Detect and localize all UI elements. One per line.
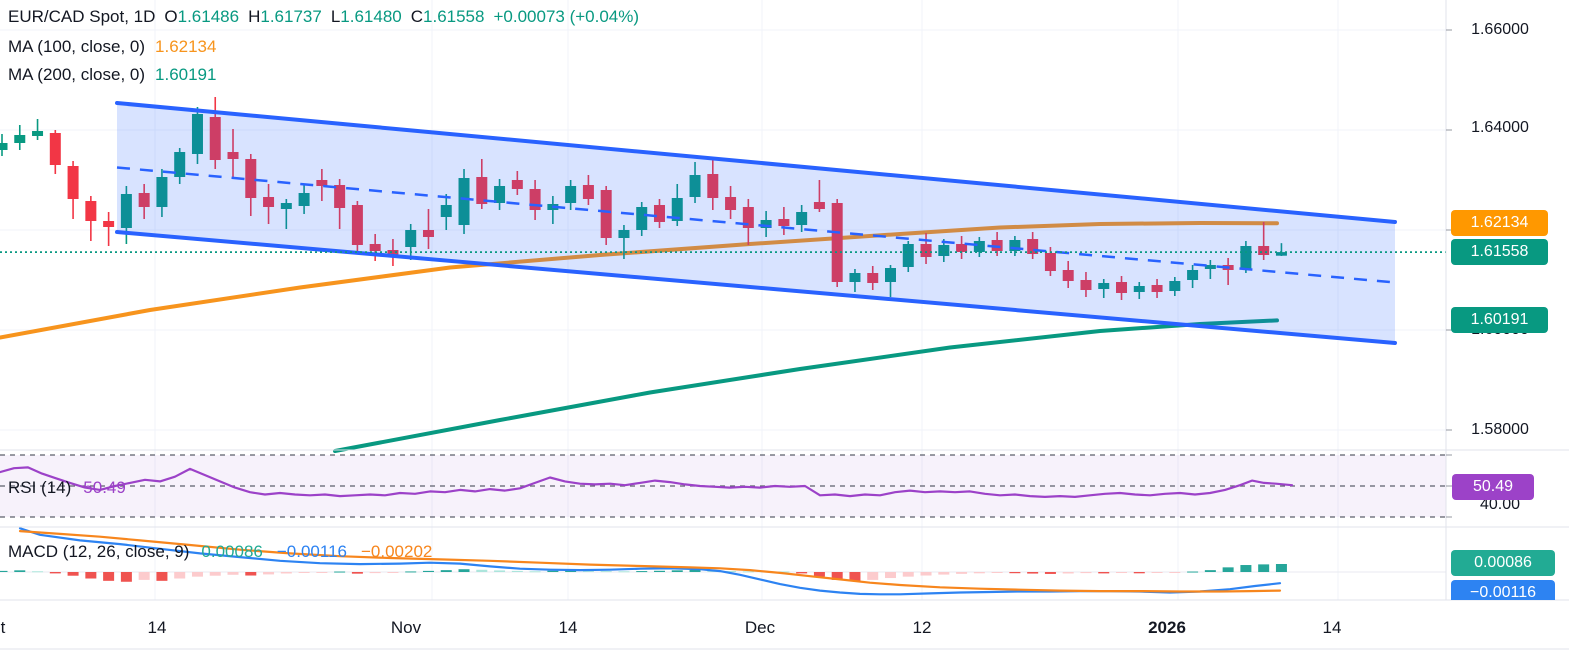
ma200-value: 1.60191 bbox=[155, 65, 217, 84]
symbol-legend[interactable]: EUR/CAD Spot, 1D O1.61486 H1.61737 L1.61480… bbox=[8, 7, 639, 27]
time-axis-label: 14 bbox=[147, 618, 167, 637]
macd-legend[interactable]: MACD (12, 26, close, 9) 0.00086 −0.00116 −0… bbox=[8, 542, 432, 562]
price-axis-label-hidden: 40.00 bbox=[1479, 496, 1521, 513]
rsi-value: 50.49 bbox=[83, 478, 126, 497]
rsi-label: RSI (14) bbox=[8, 478, 72, 497]
ma100-legend[interactable]: MA (100, close, 0) 1.62134 bbox=[8, 37, 216, 57]
macd-line-value: −0.00116 bbox=[276, 542, 347, 561]
macd-signal-value: −0.00202 bbox=[360, 542, 433, 561]
time-axis-label: t bbox=[0, 618, 6, 637]
ohlc-high: H1.61737 bbox=[248, 7, 322, 26]
ma100-label: MA (100, close, 0) bbox=[8, 37, 146, 56]
price-axis-label: 1.64000 bbox=[1471, 119, 1529, 136]
time-axis-label: 14 bbox=[1322, 618, 1342, 637]
time-axis-label: 2026 bbox=[1148, 618, 1186, 637]
badge-ma100: 1.62134 bbox=[1451, 210, 1548, 236]
badge-last-price: 1.61558 bbox=[1451, 239, 1548, 265]
badge-macd-line: −0.00116 bbox=[1451, 580, 1555, 600]
ohlc-low: L1.61480 bbox=[330, 7, 402, 26]
badge-clip: −0.00116 bbox=[1451, 580, 1555, 600]
ohlc-close: C1.61558 bbox=[410, 7, 485, 26]
ohlc-open: O1.61486 bbox=[164, 7, 240, 26]
badge-ma200: 1.60191 bbox=[1451, 307, 1548, 333]
price-axis-label: 1.66000 bbox=[1471, 21, 1529, 38]
macd-label: MACD (12, 26, close, 9) bbox=[8, 542, 190, 561]
badge-rsi: 50.49 bbox=[1452, 474, 1534, 500]
badge-macd-hist: 0.00086 bbox=[1451, 550, 1555, 576]
time-axis-label: Dec bbox=[744, 618, 776, 637]
change-value: +0.00073 (+0.04%) bbox=[493, 7, 640, 26]
rsi-legend[interactable]: RSI (14) 50.49 bbox=[8, 478, 126, 498]
time-axis-label: 12 bbox=[912, 618, 932, 637]
macd-hist-value: 0.00086 bbox=[201, 542, 263, 561]
time-axis-label: 14 bbox=[558, 618, 578, 637]
ma200-label: MA (200, close, 0) bbox=[8, 65, 146, 84]
price-axis-label: 1.58000 bbox=[1471, 421, 1529, 438]
time-axis-label: Nov bbox=[390, 618, 422, 637]
ma100-value: 1.62134 bbox=[155, 37, 217, 56]
ma200-legend[interactable]: MA (200, close, 0) 1.60191 bbox=[8, 65, 216, 85]
symbol-title: EUR/CAD Spot, 1D bbox=[8, 7, 156, 26]
